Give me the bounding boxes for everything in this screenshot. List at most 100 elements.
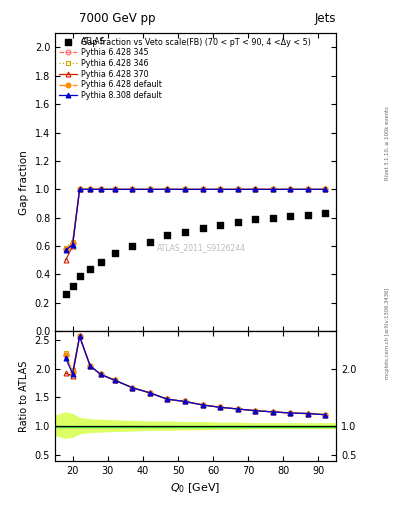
Line: Pythia 6.428 default: Pythia 6.428 default xyxy=(63,187,328,251)
Pythia 6.428 default xyxy=(147,186,152,193)
Pythia 6.428 default xyxy=(130,186,135,193)
Pythia 6.428 345 xyxy=(77,186,82,193)
Pythia 6.428 346 xyxy=(183,186,187,193)
Pythia 6.428 370 xyxy=(323,186,328,193)
Pythia 8.308 default xyxy=(165,186,170,193)
Pythia 6.428 default xyxy=(288,186,293,193)
Pythia 8.308 default xyxy=(70,242,75,248)
Pythia 6.428 370 xyxy=(63,257,68,263)
Pythia 6.428 370 xyxy=(235,186,240,193)
Pythia 6.428 345 xyxy=(147,186,152,193)
Pythia 6.428 345 xyxy=(130,186,135,193)
ATLAS xyxy=(129,242,136,250)
Line: Pythia 6.428 345: Pythia 6.428 345 xyxy=(63,187,328,251)
Pythia 6.428 default xyxy=(270,186,275,193)
Pythia 6.428 346 xyxy=(98,186,103,193)
Pythia 6.428 default xyxy=(235,186,240,193)
ATLAS xyxy=(305,211,311,219)
Pythia 8.308 default xyxy=(183,186,187,193)
Pythia 6.428 default xyxy=(88,186,92,193)
ATLAS xyxy=(182,228,188,236)
Pythia 6.428 346 xyxy=(88,186,92,193)
Pythia 6.428 346 xyxy=(235,186,240,193)
Pythia 6.428 346 xyxy=(63,244,68,250)
Pythia 8.308 default xyxy=(200,186,205,193)
Pythia 6.428 370 xyxy=(306,186,310,193)
ATLAS xyxy=(147,238,153,246)
Pythia 6.428 370 xyxy=(218,186,222,193)
Pythia 6.428 345 xyxy=(112,186,117,193)
Pythia 6.428 345 xyxy=(235,186,240,193)
Text: Jets: Jets xyxy=(314,12,336,25)
Pythia 8.308 default xyxy=(63,247,68,253)
X-axis label: $Q_0$ [GeV]: $Q_0$ [GeV] xyxy=(170,481,221,495)
Pythia 6.428 370 xyxy=(183,186,187,193)
Pythia 6.428 370 xyxy=(253,186,257,193)
Pythia 6.428 default xyxy=(253,186,257,193)
Line: Pythia 6.428 370: Pythia 6.428 370 xyxy=(63,187,328,263)
Pythia 6.428 370 xyxy=(270,186,275,193)
Pythia 6.428 346 xyxy=(130,186,135,193)
Pythia 8.308 default xyxy=(306,186,310,193)
Pythia 6.428 345 xyxy=(323,186,328,193)
Pythia 8.308 default xyxy=(270,186,275,193)
Pythia 6.428 370 xyxy=(200,186,205,193)
Pythia 6.428 default xyxy=(70,240,75,246)
Pythia 6.428 345 xyxy=(306,186,310,193)
ATLAS xyxy=(77,272,83,280)
Text: ATLAS_2011_S9126244: ATLAS_2011_S9126244 xyxy=(157,243,246,252)
Pythia 6.428 346 xyxy=(270,186,275,193)
Pythia 8.308 default xyxy=(98,186,103,193)
Pythia 6.428 370 xyxy=(130,186,135,193)
ATLAS xyxy=(70,282,76,290)
Pythia 6.428 345 xyxy=(70,240,75,246)
Text: Rivet 3.1.10, ≥ 100k events: Rivet 3.1.10, ≥ 100k events xyxy=(385,106,390,180)
Pythia 6.428 345 xyxy=(253,186,257,193)
Pythia 8.308 default xyxy=(218,186,222,193)
Pythia 6.428 346 xyxy=(77,186,82,193)
Pythia 6.428 default xyxy=(77,186,82,193)
Pythia 6.428 default xyxy=(323,186,328,193)
Pythia 8.308 default xyxy=(147,186,152,193)
Pythia 6.428 default xyxy=(200,186,205,193)
Pythia 6.428 346 xyxy=(70,239,75,245)
Pythia 6.428 370 xyxy=(88,186,92,193)
Pythia 6.428 default xyxy=(112,186,117,193)
Pythia 6.428 346 xyxy=(112,186,117,193)
ATLAS xyxy=(322,209,329,218)
Pythia 8.308 default xyxy=(112,186,117,193)
Pythia 6.428 345 xyxy=(98,186,103,193)
Pythia 6.428 370 xyxy=(165,186,170,193)
Pythia 6.428 346 xyxy=(218,186,222,193)
Pythia 6.428 default xyxy=(63,246,68,252)
Pythia 6.428 default xyxy=(98,186,103,193)
Pythia 8.308 default xyxy=(288,186,293,193)
Pythia 6.428 345 xyxy=(270,186,275,193)
Pythia 6.428 346 xyxy=(323,186,328,193)
ATLAS xyxy=(112,249,118,258)
Pythia 6.428 370 xyxy=(288,186,293,193)
Pythia 6.428 345 xyxy=(165,186,170,193)
ATLAS xyxy=(252,215,258,223)
Pythia 6.428 345 xyxy=(88,186,92,193)
Line: Pythia 6.428 346: Pythia 6.428 346 xyxy=(63,187,328,250)
Pythia 6.428 346 xyxy=(253,186,257,193)
Pythia 6.428 default xyxy=(306,186,310,193)
Pythia 6.428 345 xyxy=(218,186,222,193)
Legend: ATLAS, Pythia 6.428 345, Pythia 6.428 346, Pythia 6.428 370, Pythia 6.428 defaul: ATLAS, Pythia 6.428 345, Pythia 6.428 34… xyxy=(57,36,163,102)
ATLAS xyxy=(164,231,171,239)
Line: Pythia 8.308 default: Pythia 8.308 default xyxy=(63,187,328,253)
Pythia 6.428 370 xyxy=(98,186,103,193)
Pythia 8.308 default xyxy=(323,186,328,193)
Pythia 8.308 default xyxy=(130,186,135,193)
Pythia 6.428 345 xyxy=(200,186,205,193)
Pythia 8.308 default xyxy=(77,186,82,193)
Pythia 8.308 default xyxy=(253,186,257,193)
Y-axis label: Ratio to ATLAS: Ratio to ATLAS xyxy=(19,360,29,432)
Pythia 6.428 346 xyxy=(200,186,205,193)
Pythia 8.308 default xyxy=(235,186,240,193)
ATLAS xyxy=(270,214,276,222)
Y-axis label: Gap fraction: Gap fraction xyxy=(19,150,29,215)
ATLAS xyxy=(235,218,241,226)
ATLAS xyxy=(62,290,69,298)
